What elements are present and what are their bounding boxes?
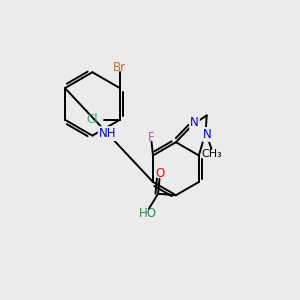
- Text: O: O: [155, 167, 164, 180]
- Text: CH₃: CH₃: [202, 149, 222, 159]
- Text: Br: Br: [113, 61, 126, 74]
- Text: Cl: Cl: [86, 113, 98, 126]
- Text: F: F: [148, 131, 155, 144]
- Text: N: N: [203, 128, 212, 141]
- Text: HO: HO: [138, 207, 156, 220]
- Text: NH: NH: [99, 127, 116, 140]
- Text: N: N: [190, 116, 199, 129]
